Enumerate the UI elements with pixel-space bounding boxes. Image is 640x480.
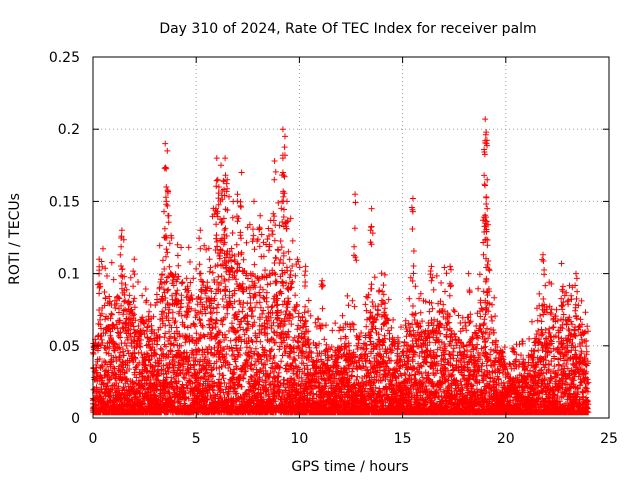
y-axis-label: ROTI / TECUs <box>7 193 23 285</box>
plot-frame <box>92 56 610 419</box>
x-tick-label: 10 <box>290 431 308 447</box>
y-tick-label: 0.1 <box>58 267 80 283</box>
axis-ticks <box>92 56 610 419</box>
y-tick-label: 0 <box>71 411 80 427</box>
x-axis-label: GPS time / hours <box>291 459 408 475</box>
y-tick-label: 0.15 <box>49 194 80 210</box>
y-tick-labels: 0 0.05 0.1 0.15 0.2 0.25 <box>49 50 80 427</box>
x-tick-label: 0 <box>89 431 98 447</box>
x-tick-label: 20 <box>497 431 515 447</box>
x-tick-labels: 0 5 10 15 20 25 <box>89 431 618 447</box>
x-tick-label: 15 <box>394 431 412 447</box>
y-tick-label: 0.05 <box>49 339 80 355</box>
y-tick-label: 0.25 <box>49 50 80 66</box>
y-tick-label: 0.2 <box>58 122 80 138</box>
x-tick-label: 25 <box>600 431 618 447</box>
chart-title: Day 310 of 2024, Rate Of TEC Index for r… <box>159 21 536 37</box>
x-tick-label: 5 <box>192 431 201 447</box>
